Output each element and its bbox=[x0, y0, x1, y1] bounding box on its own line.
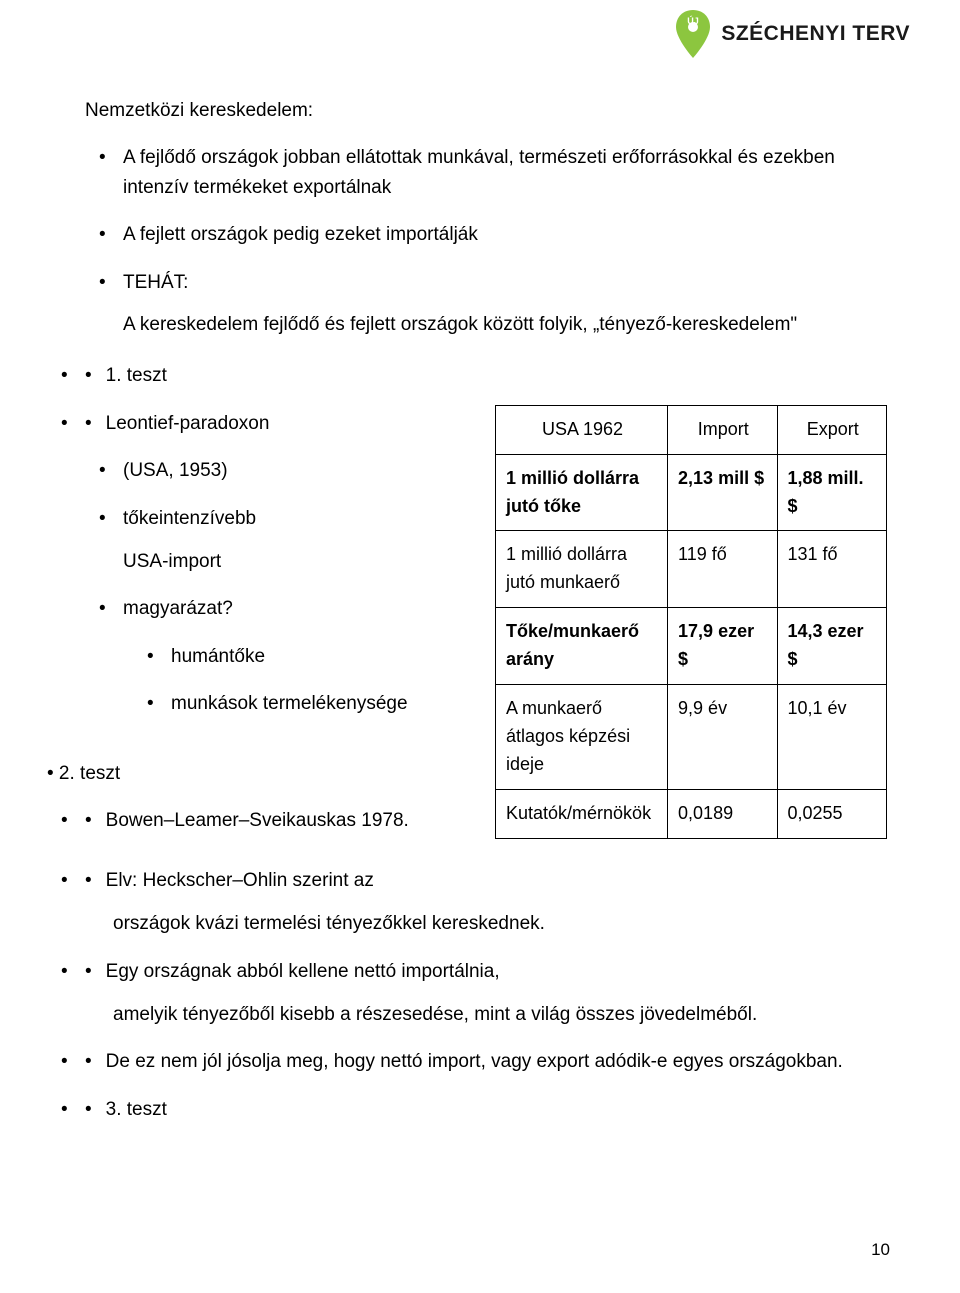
list-item: •Egy országnak abból kellene nettó impor… bbox=[85, 957, 895, 1030]
list-item: •Elv: Heckscher–Ohlin szerint az országo… bbox=[85, 866, 895, 939]
bowen-text: Bowen–Leamer–Sveikauskas 1978. bbox=[106, 810, 409, 831]
table-cell: 119 fő bbox=[668, 531, 777, 608]
de-ez-text: De ez nem jól jósolja meg, hogy nettó im… bbox=[106, 1051, 843, 1072]
table-row: Kutatók/mérnökök 0,0189 0,0255 bbox=[496, 789, 887, 838]
elv-cont: országok kvázi termelési tényezőkkel ker… bbox=[113, 909, 895, 938]
table-cell: 0,0255 bbox=[777, 789, 887, 838]
list-item: •3. teszt bbox=[85, 1095, 895, 1124]
bullet-text: A fejlődő országok jobban ellátottak mun… bbox=[123, 147, 835, 197]
tehat-text: A kereskedelem fejlődő és fejlett ország… bbox=[123, 307, 895, 343]
sub-text: magyarázat? bbox=[123, 598, 233, 619]
elv-text: Elv: Heckscher–Ohlin szerint az bbox=[106, 870, 374, 891]
sub-text: USA-import bbox=[123, 547, 455, 576]
table-cell: Kutatók/mérnökök bbox=[496, 789, 668, 838]
table-cell: 17,9 ezer $ bbox=[668, 608, 777, 685]
table-cell: 2,13 mill $ bbox=[668, 454, 777, 531]
table-cell: 14,3 ezer $ bbox=[777, 608, 887, 685]
egy-text: Egy országnak abból kellene nettó import… bbox=[106, 961, 500, 982]
table-header: Import bbox=[668, 405, 777, 454]
table-cell: 9,9 év bbox=[668, 684, 777, 789]
table-header-row: USA 1962 Import Export bbox=[496, 405, 887, 454]
sub-text: (USA, 1953) bbox=[123, 460, 228, 481]
table-cell: Tőke/munkaerő arány bbox=[496, 608, 668, 685]
header-logo: ÚJ SZÉCHENYI TERV bbox=[673, 8, 910, 60]
leontief-title: Leontief-paradoxon bbox=[106, 413, 270, 434]
egy-cont: amelyik tényezőből kisebb a részesedése,… bbox=[113, 1000, 895, 1029]
table-cell: 1,88 mill. $ bbox=[777, 454, 887, 531]
usa-1962-table: USA 1962 Import Export 1 millió dollárra… bbox=[495, 405, 887, 839]
below-section: •Elv: Heckscher–Ohlin szerint az országo… bbox=[85, 866, 895, 1125]
table-row: Tőke/munkaerő arány 17,9 ezer $ 14,3 eze… bbox=[496, 608, 887, 685]
bullet-item: A fejlett országok pedig ezeket importál… bbox=[123, 220, 895, 249]
sub3-text: munkások termelékenysége bbox=[171, 693, 408, 714]
table-cell: 131 fő bbox=[777, 531, 887, 608]
bullet-item: TEHÁT: A kereskedelem fejlődő és fejlett… bbox=[123, 268, 895, 344]
list-item: magyarázat? humántőke munkások termeléke… bbox=[123, 594, 455, 718]
list-item: •De ez nem jól jósolja meg, hogy nettó i… bbox=[85, 1047, 895, 1076]
left-column: •Leontief-paradoxon (USA, 1953) tőkeinte… bbox=[85, 409, 455, 836]
table-cell: 0,0189 bbox=[668, 789, 777, 838]
teszt2-label: • 2. teszt bbox=[47, 759, 455, 788]
pin-icon: ÚJ bbox=[673, 8, 713, 60]
list-item: •Bowen–Leamer–Sveikauskas 1978. bbox=[85, 806, 455, 835]
table-cell: 10,1 év bbox=[777, 684, 887, 789]
table-row: A munkaerő átlagos képzési ideje 9,9 év … bbox=[496, 684, 887, 789]
bullet-text: A fejlett országok pedig ezeket importál… bbox=[123, 224, 478, 245]
list-item: munkások termelékenysége bbox=[171, 689, 455, 718]
table-cell: A munkaerő átlagos képzési ideje bbox=[496, 684, 668, 789]
list-item: •1. teszt bbox=[85, 361, 895, 390]
logo-badge-text: ÚJ bbox=[688, 15, 700, 26]
tehat-label: TEHÁT: bbox=[123, 272, 188, 293]
table-cell: 1 millió dollárra jutó tőke bbox=[496, 454, 668, 531]
page-content: Nemzetközi kereskedelem: A fejlődő orszá… bbox=[85, 96, 895, 1142]
list-item: (USA, 1953) bbox=[123, 456, 455, 485]
table-cell: 1 millió dollárra jutó munkaerő bbox=[496, 531, 668, 608]
list-item: humántőke bbox=[171, 642, 455, 671]
table-header: USA 1962 bbox=[496, 405, 668, 454]
list-item: •Leontief-paradoxon (USA, 1953) tőkeinte… bbox=[85, 409, 455, 719]
page-number: 10 bbox=[871, 1237, 890, 1263]
table-row: 1 millió dollárra jutó munkaerő 119 fő 1… bbox=[496, 531, 887, 608]
sub-text: tőkeintenzívebb bbox=[123, 508, 256, 529]
sub3-text: humántőke bbox=[171, 646, 265, 667]
teszt1-label: 1. teszt bbox=[106, 365, 167, 386]
leontief-section: •Leontief-paradoxon (USA, 1953) tőkeinte… bbox=[85, 409, 895, 836]
list-item: tőkeintenzívebb USA-import bbox=[123, 504, 455, 577]
table-row: 1 millió dollárra jutó tőke 2,13 mill $ … bbox=[496, 454, 887, 531]
logo-brand-text: SZÉCHENYI TERV bbox=[721, 18, 910, 51]
page-title: Nemzetközi kereskedelem: bbox=[85, 96, 895, 125]
teszt3-label: 3. teszt bbox=[106, 1099, 167, 1120]
bullet-item: A fejlődő országok jobban ellátottak mun… bbox=[123, 143, 895, 202]
table-header: Export bbox=[777, 405, 887, 454]
